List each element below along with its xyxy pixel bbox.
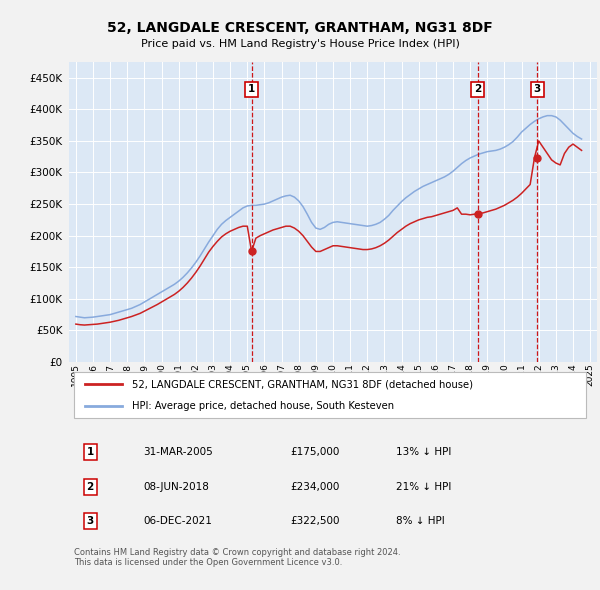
Text: 8% ↓ HPI: 8% ↓ HPI	[397, 516, 445, 526]
Text: £234,000: £234,000	[291, 482, 340, 492]
Text: £175,000: £175,000	[291, 447, 340, 457]
Text: 2: 2	[86, 482, 94, 492]
Text: 3: 3	[534, 84, 541, 94]
Text: 2: 2	[474, 84, 481, 94]
FancyBboxPatch shape	[74, 372, 586, 418]
Text: Contains HM Land Registry data © Crown copyright and database right 2024.
This d: Contains HM Land Registry data © Crown c…	[74, 548, 401, 568]
Text: 13% ↓ HPI: 13% ↓ HPI	[397, 447, 452, 457]
Text: £322,500: £322,500	[291, 516, 340, 526]
Text: 08-JUN-2018: 08-JUN-2018	[143, 482, 209, 492]
Text: 1: 1	[248, 84, 255, 94]
Text: 52, LANGDALE CRESCENT, GRANTHAM, NG31 8DF (detached house): 52, LANGDALE CRESCENT, GRANTHAM, NG31 8D…	[133, 379, 473, 389]
Text: HPI: Average price, detached house, South Kesteven: HPI: Average price, detached house, Sout…	[133, 401, 394, 411]
Text: 3: 3	[86, 516, 94, 526]
Text: Price paid vs. HM Land Registry's House Price Index (HPI): Price paid vs. HM Land Registry's House …	[140, 39, 460, 49]
Text: 1: 1	[86, 447, 94, 457]
Text: 52, LANGDALE CRESCENT, GRANTHAM, NG31 8DF: 52, LANGDALE CRESCENT, GRANTHAM, NG31 8D…	[107, 21, 493, 35]
Text: 31-MAR-2005: 31-MAR-2005	[143, 447, 212, 457]
Text: 06-DEC-2021: 06-DEC-2021	[143, 516, 212, 526]
Text: 21% ↓ HPI: 21% ↓ HPI	[397, 482, 452, 492]
